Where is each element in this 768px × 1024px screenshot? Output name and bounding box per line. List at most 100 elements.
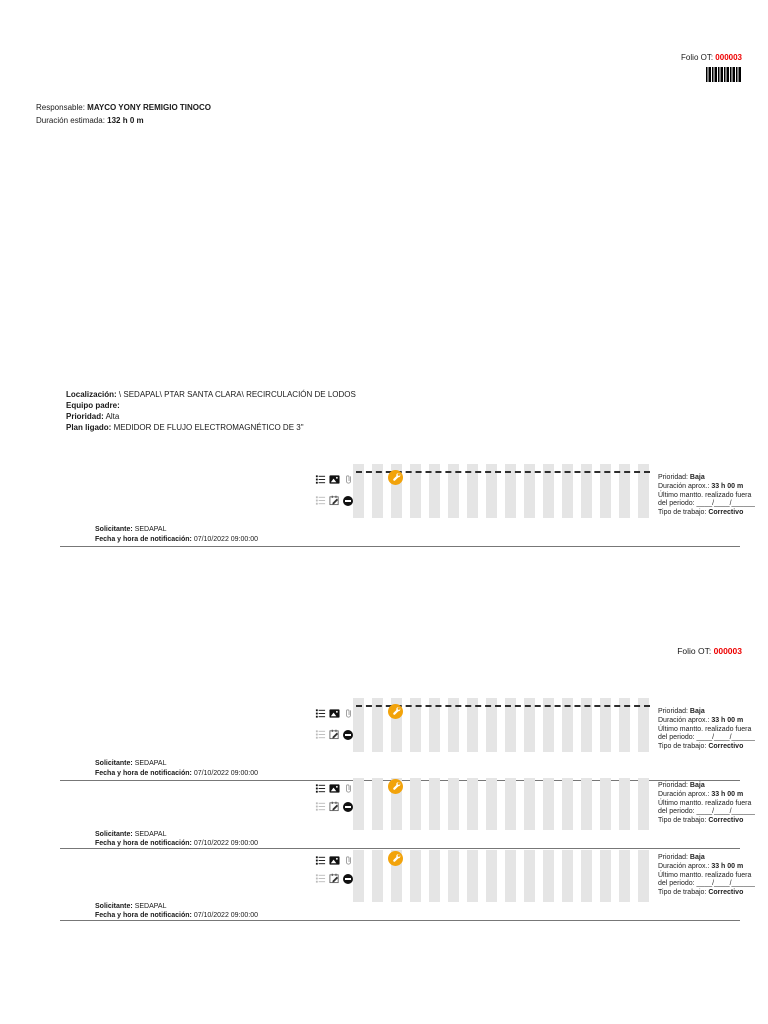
gantt-bar xyxy=(524,778,535,830)
localizacion-label: Localización: xyxy=(66,390,117,399)
wrench-marker-icon xyxy=(388,779,403,794)
solicitante-label: Solicitante: xyxy=(95,831,133,838)
gantt-bar xyxy=(619,464,630,518)
tipo-trabajo-line: Tipo de trabajo: Correctivo xyxy=(658,509,768,518)
gantt-bar xyxy=(543,464,554,518)
gantt-bar xyxy=(486,850,497,902)
duracion-estimada-value: 132 h 0 m xyxy=(107,116,144,125)
gantt-bar xyxy=(524,850,535,902)
ultimo-mantto-line1: Último mantto. realizado fuera xyxy=(658,725,752,733)
paperclip-icon xyxy=(346,475,351,484)
responsable-label: Responsable: xyxy=(36,103,85,112)
gantt-bar xyxy=(619,778,630,830)
duracion-aprox-label: Duración aprox.: xyxy=(658,790,710,798)
fecha-label: Fecha y hora de notificación: xyxy=(95,770,192,777)
gantt-bar xyxy=(429,464,440,518)
gantt-bar xyxy=(543,778,554,830)
duracion-aprox-line: Duración aprox.: 33 h 00 m xyxy=(658,863,768,872)
gantt-bar xyxy=(600,778,611,830)
duracion-aprox-label: Duración aprox.: xyxy=(658,862,710,870)
prioridad-line: Prioridad: Baja xyxy=(658,854,768,863)
responsable-line: Responsable: MAYCO YONY REMIGIO TINOCO xyxy=(36,103,211,112)
plan-ligado-line: Plan ligado: MEDIDOR DE FLUJO ELECTROMAG… xyxy=(66,422,356,433)
duracion-aprox-line: Duración aprox.: 33 h 00 m xyxy=(658,717,768,726)
gantt-bar xyxy=(353,850,364,902)
duracion-aprox-value: 33 h 00 m xyxy=(711,862,744,870)
gantt-bar xyxy=(372,850,383,902)
gantt-bar xyxy=(638,850,649,902)
wrench-marker-icon xyxy=(388,851,403,866)
prioridad-line: Prioridad: Alta xyxy=(66,411,356,422)
task-row: Prioridad: Baja Duración aprox.: 33 h 00… xyxy=(0,848,768,940)
gantt-bar xyxy=(467,698,478,752)
prioridad-line: Prioridad: Baja xyxy=(658,708,768,717)
task-row: Prioridad: Baja Duración aprox.: 33 h 00… xyxy=(0,462,768,554)
image-icon xyxy=(329,856,340,865)
solicitante-value: SEDAPAL xyxy=(134,526,167,533)
attachment-icons-row xyxy=(315,783,354,794)
tipo-trabajo-value: Correctivo xyxy=(708,509,744,517)
gantt-bar xyxy=(600,464,611,518)
gantt-bar xyxy=(562,698,573,752)
wrench-marker-icon xyxy=(388,704,403,719)
status-icons-row xyxy=(315,801,353,812)
ultimo-mantto-line2: del periodo: ____/____/______ xyxy=(658,734,755,742)
tipo-trabajo-value: Correctivo xyxy=(708,817,744,825)
solicitante-value: SEDAPAL xyxy=(134,831,167,838)
fecha-notificacion-line: Fecha y hora de notificación: 07/10/2022… xyxy=(95,912,258,919)
folio-label: Folio OT: xyxy=(677,646,712,656)
gantt-bar xyxy=(638,698,649,752)
solicitante-label: Solicitante: xyxy=(95,903,133,910)
prioridad-label: Prioridad: xyxy=(658,782,688,789)
prioridad-value: Alta xyxy=(105,412,120,421)
gantt-bar xyxy=(353,698,364,752)
gantt-bar xyxy=(448,698,459,752)
tipo-trabajo-line: Tipo de trabajo: Correctivo xyxy=(658,743,768,752)
equipo-padre-line: Equipo padre: xyxy=(66,400,356,411)
gantt-bar xyxy=(638,464,649,518)
gantt-bar xyxy=(505,698,516,752)
calendar-edit-icon xyxy=(329,873,339,884)
gantt-bar xyxy=(581,850,592,902)
calendar-edit-icon xyxy=(329,729,339,740)
gantt-bar xyxy=(353,778,364,830)
tasks-list-icon xyxy=(315,496,326,505)
fecha-notificacion-line: Fecha y hora de notificación: 07/10/2022… xyxy=(95,770,258,777)
details-list-icon xyxy=(315,784,326,793)
folio-line-page1: Folio OT: 000003 xyxy=(681,53,742,62)
attachment-icons-row xyxy=(315,855,354,866)
gantt-bar xyxy=(486,464,497,518)
plan-ligado-value: MEDIDOR DE FLUJO ELECTROMAGNÉTICO DE 3" xyxy=(113,423,304,432)
prioridad-line: Prioridad: Baja xyxy=(658,474,768,483)
responsable-value: MAYCO YONY REMIGIO TINOCO xyxy=(87,103,212,112)
gantt-bar xyxy=(467,850,478,902)
prioridad-value: Baja xyxy=(689,782,705,789)
duracion-estimada-label: Duración estimada: xyxy=(36,116,105,125)
gantt-bar xyxy=(619,698,630,752)
attachment-icons-row xyxy=(315,708,354,719)
task-detail-block: Prioridad: Baja Duración aprox.: 33 h 00… xyxy=(658,708,768,752)
tasks-list-icon xyxy=(315,874,326,883)
duracion-aprox-value: 33 h 00 m xyxy=(711,790,744,798)
gantt-bar xyxy=(505,778,516,830)
image-icon xyxy=(329,475,340,484)
solicitante-value: SEDAPAL xyxy=(134,903,167,910)
localizacion-line: Localización: \ SEDAPAL\ PTAR SANTA CLAR… xyxy=(66,389,356,400)
gantt-bar xyxy=(391,778,402,830)
section-divider xyxy=(60,546,740,547)
ultimo-mantto-line1: Último mantto. realizado fuera xyxy=(658,799,752,807)
gantt-bar xyxy=(429,698,440,752)
ultimo-mantto-line2: del periodo: ____/____/______ xyxy=(658,808,755,816)
tasks-list-icon xyxy=(315,802,326,811)
gantt-bars xyxy=(353,778,649,830)
duracion-aprox-line: Duración aprox.: 33 h 00 m xyxy=(658,791,768,800)
gantt-bar xyxy=(562,778,573,830)
barcode xyxy=(706,67,742,82)
duracion-aprox-value: 33 h 00 m xyxy=(711,482,744,490)
solicitante-label: Solicitante: xyxy=(95,526,133,533)
gantt-bar xyxy=(467,464,478,518)
tipo-trabajo-value: Correctivo xyxy=(708,889,744,897)
prioridad-value: Baja xyxy=(689,854,705,861)
gantt-bar xyxy=(600,850,611,902)
